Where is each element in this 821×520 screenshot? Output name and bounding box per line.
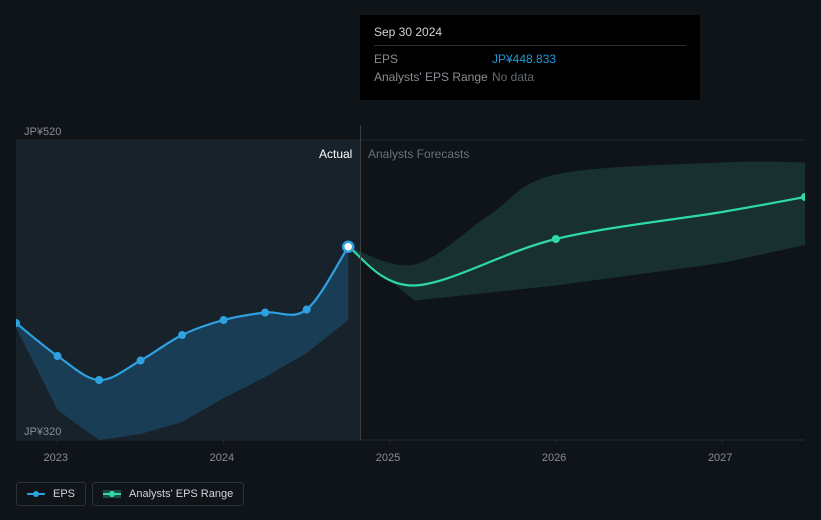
legend-item-label: EPS (53, 488, 75, 500)
x-axis-label: 2025 (376, 452, 400, 464)
chart-legend: EPS Analysts' EPS Range (16, 482, 244, 506)
tooltip-row: Analysts' EPS RangeNo data (374, 68, 686, 86)
y-axis-label: JP¥320 (24, 426, 61, 438)
legend-item[interactable]: Analysts' EPS Range (92, 482, 244, 506)
legend-item-label: Analysts' EPS Range (129, 488, 233, 500)
x-axis-label: 2026 (542, 452, 566, 464)
tooltip-row: EPSJP¥448.833 (374, 50, 686, 68)
y-axis-label: JP¥520 (24, 126, 61, 138)
legend-item[interactable]: EPS (16, 482, 86, 506)
tooltip-row-label: EPS (374, 52, 492, 66)
tooltip-row-value: No data (492, 70, 534, 84)
chart-plot-area (16, 125, 805, 470)
legend-swatch-icon (27, 488, 45, 500)
tooltip-row-value: JP¥448.833 (492, 52, 556, 66)
x-axis-label: 2024 (210, 452, 234, 464)
region-label-forecast: Analysts Forecasts (368, 147, 469, 161)
eps-chart[interactable]: JP¥520 JP¥320 Actual Analysts Forecasts 20… (16, 125, 805, 470)
chart-tooltip: Sep 30 2024 EPSJP¥448.833Analysts' EPS R… (360, 15, 700, 100)
x-axis-label: 2027 (708, 452, 732, 464)
x-axis-label: 2023 (44, 452, 68, 464)
legend-swatch-icon (103, 488, 121, 500)
tooltip-row-label: Analysts' EPS Range (374, 70, 492, 84)
tooltip-date: Sep 30 2024 (374, 25, 686, 46)
region-label-actual: Actual (319, 147, 352, 161)
